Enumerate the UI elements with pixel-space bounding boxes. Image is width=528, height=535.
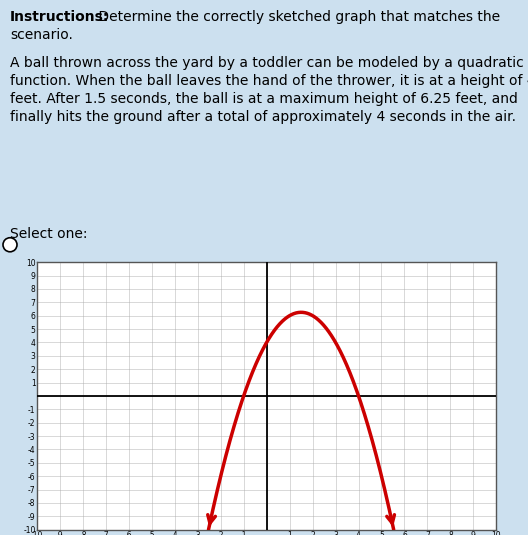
Text: Determine the correctly sketched graph that matches the: Determine the correctly sketched graph t… xyxy=(94,10,500,24)
Text: A ball thrown across the yard by a toddler can be modeled by a quadratic: A ball thrown across the yard by a toddl… xyxy=(10,56,524,70)
Text: Instructions:: Instructions: xyxy=(10,10,109,24)
Text: feet. After 1.5 seconds, the ball is at a maximum height of 6.25 feet, and: feet. After 1.5 seconds, the ball is at … xyxy=(10,92,518,106)
Text: scenario.: scenario. xyxy=(10,28,73,42)
Circle shape xyxy=(3,238,17,252)
Text: finally hits the ground after a total of approximately 4 seconds in the air.: finally hits the ground after a total of… xyxy=(10,110,516,124)
Text: Select one:: Select one: xyxy=(10,227,88,241)
Text: function. When the ball leaves the hand of the thrower, it is at a height of 4: function. When the ball leaves the hand … xyxy=(10,74,528,88)
